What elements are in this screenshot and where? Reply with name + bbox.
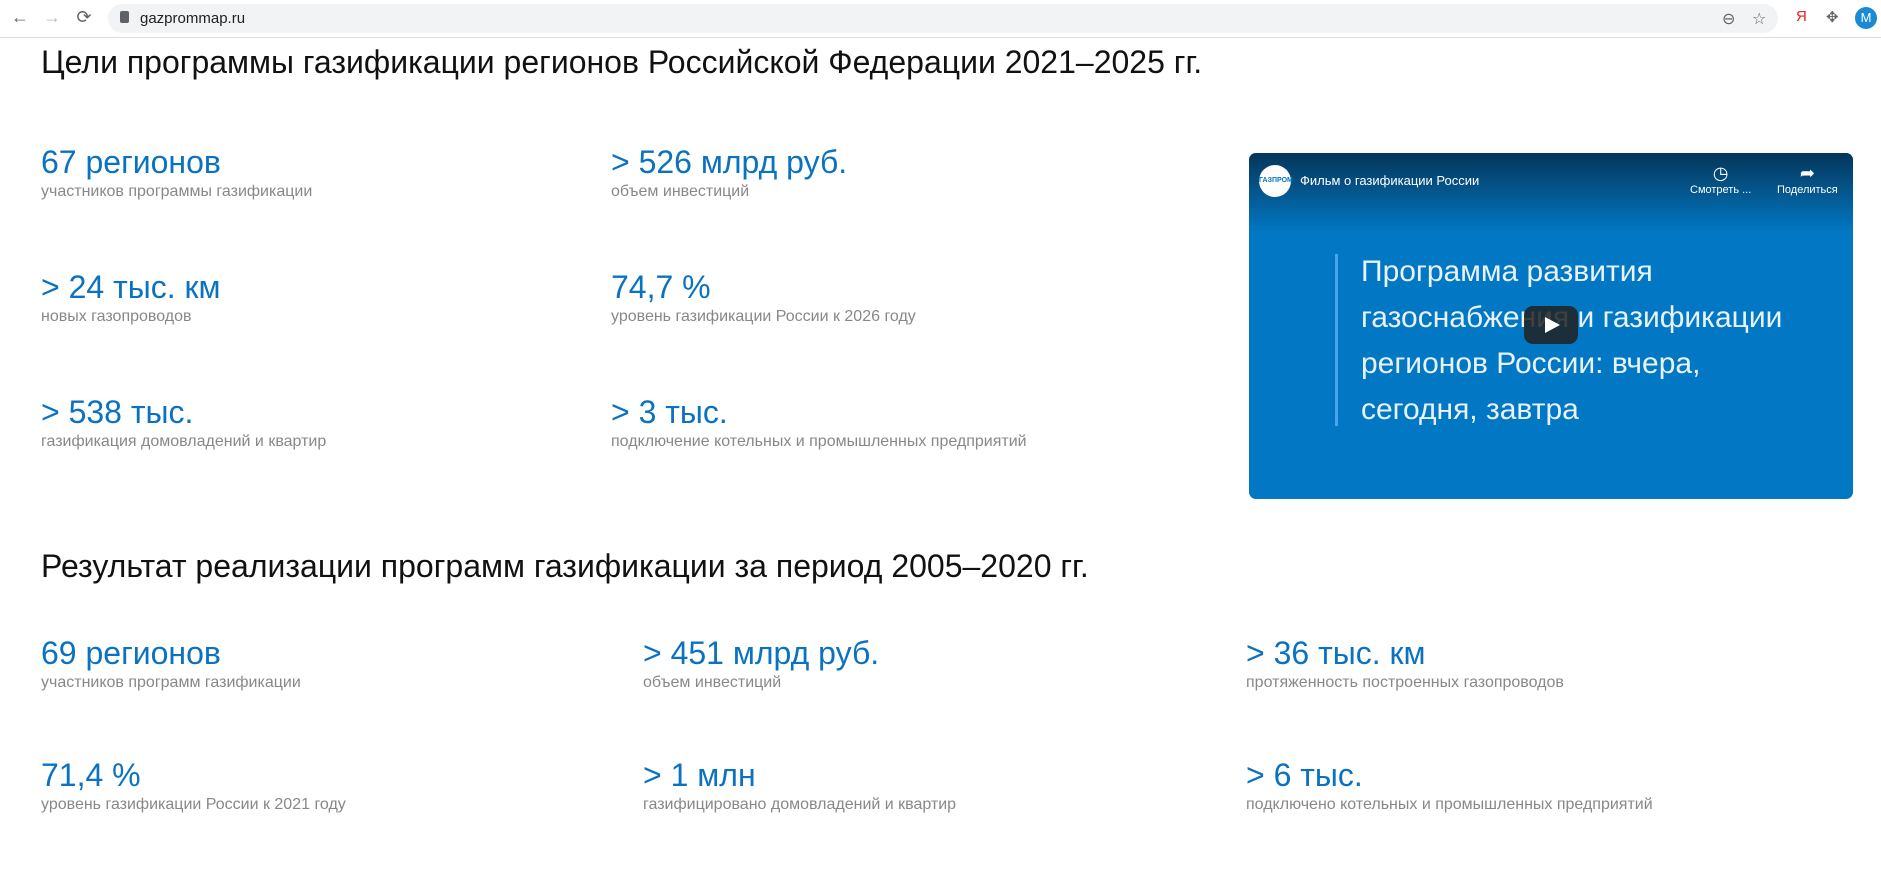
stat-desc: подключение котельных и промышленных пре… [611,433,1027,450]
stat-value: > 538 тыс. [41,394,194,430]
stat-desc: объем инвестиций [643,674,782,691]
section2-title: Результат реализации программ газификаци… [41,548,1089,584]
share-arrow-icon: ➦ [1799,163,1815,183]
stat-value: > 526 млрд руб. [611,144,848,180]
stat-value: > 24 тыс. км [41,269,221,305]
video-header [1249,153,1853,233]
url-text: gazprommap.ru [140,10,246,27]
stat-card: 74,7 % уровень газификации России к 2026 … [611,268,916,326]
stat-value: > 36 тыс. км [1246,635,1426,671]
stat-desc: участников программ газификации [41,674,301,691]
stat-card: > 538 тыс. газификация домовладений и ква… [41,393,326,451]
channel-logo[interactable]: ГАЗПРОМ [1259,165,1293,197]
stat-value: 69 регионов [41,635,221,671]
stat-card: > 526 млрд руб. объем инвестиций [611,143,847,201]
stat-desc: уровень газификации России к 2026 году [611,308,916,325]
slide-accent-bar [1335,254,1338,426]
stat-value: 71,4 % [41,757,141,793]
stat-card: > 451 млрд руб. объем инвестиций [643,634,879,692]
watch-later-label: Смотреть ... [1690,184,1752,196]
stat-value: 67 регионов [41,144,221,180]
reload-icon[interactable]: ⟳ [76,7,92,27]
stat-desc: новых газопроводов [41,308,192,325]
stat-value: > 451 млрд руб. [643,635,880,671]
video-title[interactable]: Фильм о газификации России [1300,173,1480,188]
stat-desc: протяженность построенных газопроводов [1246,674,1564,691]
stat-desc: газификация домовладений и квартир [41,433,327,450]
stat-value: > 3 тыс. [611,394,728,430]
stat-card: > 36 тыс. км протяженность построенных га… [1246,634,1564,692]
youtube-video-embed[interactable]: ГАЗПРОМ Фильм о газификации России ◷ Смот… [1249,153,1853,499]
yandex-extension-icon[interactable]: Я [1796,8,1807,25]
share-button[interactable]: ➦ Поделиться [1777,163,1838,196]
stat-card: 67 регионов участников программы газифика… [41,143,312,201]
watch-later-button[interactable]: ◷ Смотреть ... [1690,163,1751,196]
stat-value: > 1 млн [643,757,756,793]
stat-desc: объем инвестиций [611,183,750,200]
stat-desc: газифицировано домовладений и квартир [643,796,957,813]
bookmark-star-icon[interactable]: ☆ [1752,11,1767,28]
stat-value: > 6 тыс. [1246,757,1363,793]
browser-toolbar: ← → ⟳ gazprommap.ru ⊖ ☆ Я ✥ M [0,0,1881,38]
forward-icon[interactable]: → [43,7,61,27]
extensions-puzzle-icon[interactable]: ✥ [1826,9,1839,26]
stat-card: > 24 тыс. км новых газопроводов [41,268,221,326]
share-label: Поделиться [1777,184,1838,196]
play-button[interactable] [1524,306,1578,344]
stat-desc: подключено котельных и промышленных пред… [1246,796,1653,813]
stat-card: 69 регионов участников программ газификац… [41,634,301,692]
profile-avatar[interactable]: M [1855,7,1877,29]
lock-icon [120,11,129,23]
stat-desc: уровень газификации России к 2021 году [41,796,346,813]
address-bar[interactable]: gazprommap.ru ⊖ ☆ [108,4,1778,33]
stat-value: 74,7 % [611,269,711,305]
clock-icon: ◷ [1712,163,1729,183]
back-icon[interactable]: ← [11,7,29,27]
zoom-icon[interactable]: ⊖ [1722,11,1736,28]
video-thumbnail-text: Программа развития газоснабжения и газиф… [1361,255,1783,426]
stat-card: 71,4 % уровень газификации России к 2021 … [41,756,346,814]
stat-card: > 1 млн газифицировано домовладений и ква… [643,756,956,814]
section1-title: Цели программы газификации регионов Росс… [41,44,1203,80]
stat-card: > 3 тыс. подключение котельных и промышле… [611,393,1027,451]
stat-card: > 6 тыс. подключено котельных и промышлен… [1246,756,1653,814]
stat-desc: участников программы газификации [41,183,313,200]
